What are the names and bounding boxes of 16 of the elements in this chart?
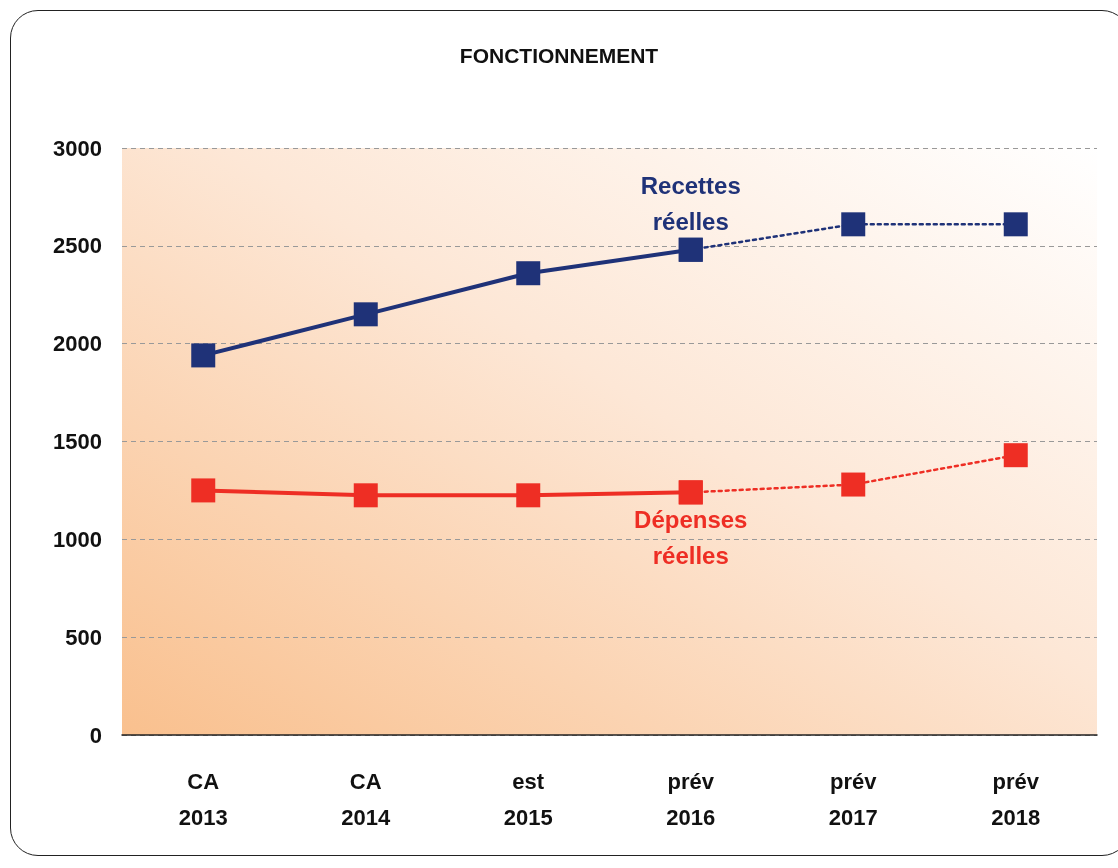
x-tick-label: prév 2018 (991, 768, 1041, 830)
y-tick-label: 0 (89, 722, 102, 748)
series-label: Dépenses réelles (634, 505, 748, 569)
y-tick-label: 1000 (53, 526, 102, 552)
x-tick-label: CA 2014 (341, 768, 391, 830)
y-tick-label: 3000 (53, 135, 102, 161)
y-tick-label: 500 (65, 624, 102, 650)
y-tick-label: 2500 (53, 233, 102, 259)
y-tick-label: 2000 (53, 331, 102, 357)
y-tick-label: 1500 (53, 429, 102, 454)
x-tick-label: est 2015 (503, 768, 553, 830)
x-tick-label: prév 2017 (828, 768, 878, 830)
chart-title: FONCTIONNEMENT (459, 44, 659, 67)
series-label: Recettes réelles (640, 172, 741, 236)
x-tick-label: prév 2016 (666, 768, 716, 830)
x-tick-label: CA 2013 (178, 768, 228, 830)
